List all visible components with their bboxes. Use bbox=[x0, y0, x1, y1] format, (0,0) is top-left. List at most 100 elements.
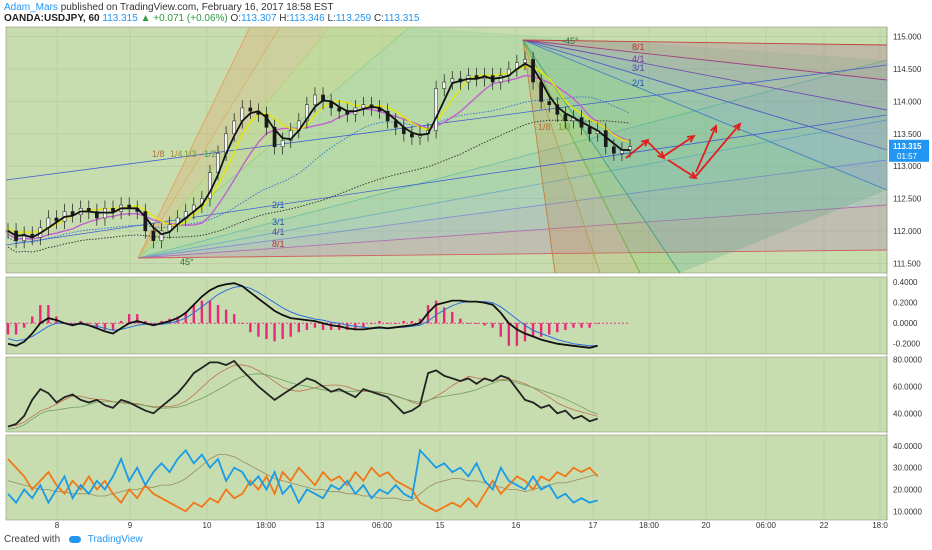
macd-histogram-bar bbox=[418, 318, 422, 324]
rsi-tick-label: 80.0000 bbox=[893, 356, 922, 365]
gann-label-right: 4/1 bbox=[632, 54, 645, 64]
rsi-tick-label: 60.0000 bbox=[893, 382, 922, 391]
macd-histogram-bar bbox=[313, 323, 317, 328]
macd-histogram-bar bbox=[475, 323, 478, 324]
macd-histogram-bar bbox=[289, 323, 292, 337]
macd-histogram-bar bbox=[523, 323, 527, 342]
forecast-arrowhead bbox=[710, 124, 718, 134]
minus-di-line bbox=[7, 458, 599, 513]
macd-histogram-bar bbox=[507, 323, 511, 346]
price-tick-label: 113.000 bbox=[893, 162, 922, 171]
macd-histogram-bar bbox=[556, 323, 559, 333]
candle-body bbox=[450, 78, 455, 83]
open-label: O: bbox=[230, 13, 242, 24]
dmi-tick-label: 40.0000 bbox=[893, 442, 922, 451]
price-tick-label: 115.000 bbox=[893, 33, 922, 42]
candle-body bbox=[385, 110, 390, 122]
candle-body bbox=[288, 130, 293, 141]
macd-histogram-bar bbox=[79, 320, 82, 324]
gann-label-left: 1/4 bbox=[170, 149, 183, 159]
macd-tick-label: 0.2000 bbox=[893, 299, 918, 308]
symbol-label: OANDA:USDJPY, 60 bbox=[4, 13, 100, 24]
close-label: C: bbox=[374, 13, 384, 24]
macd-histogram-bar bbox=[39, 305, 42, 324]
gann-fan-right-line bbox=[522, 39, 888, 151]
candle-body bbox=[70, 211, 75, 215]
macd-histogram-bar bbox=[281, 323, 284, 340]
macd-histogram-bar bbox=[362, 323, 365, 328]
macd-histogram-bar bbox=[321, 323, 325, 330]
gann-fan-right-line bbox=[522, 39, 641, 274]
high-value: 113.346 bbox=[289, 13, 325, 24]
candle-body bbox=[434, 88, 438, 131]
close-value: 113.315 bbox=[384, 13, 420, 24]
candle-body bbox=[313, 94, 317, 105]
gann-label-left: 2/1 bbox=[272, 200, 285, 210]
macd-histogram-bar bbox=[31, 316, 34, 324]
forecast-arrowhead bbox=[733, 122, 742, 132]
dmi-tick-label: 30.0000 bbox=[893, 464, 922, 473]
gann-label-left: 4/1 bbox=[272, 227, 285, 237]
gann-label-right: 2/1 bbox=[632, 78, 645, 88]
macd-signal-line bbox=[7, 285, 598, 347]
price-tick-label: 111.500 bbox=[893, 259, 921, 268]
macd-histogram-bar bbox=[515, 323, 519, 346]
low-label: L: bbox=[327, 13, 336, 24]
gann-fan-left-line bbox=[137, 249, 888, 259]
x-tick-label: 17 bbox=[589, 521, 598, 530]
x-tick-label: 16 bbox=[512, 521, 521, 530]
price-change: +0.071 (+0.06%) bbox=[153, 13, 228, 24]
candle-body bbox=[208, 172, 212, 199]
macd-histogram-bar bbox=[87, 323, 90, 324]
candle-body bbox=[111, 208, 115, 212]
gann-fan-left-line bbox=[137, 26, 281, 259]
forecast-arrow-shaft bbox=[663, 135, 695, 157]
x-tick-label: 06:00 bbox=[372, 521, 393, 530]
macd-histogram-bar bbox=[160, 320, 163, 324]
forecast-arrowhead bbox=[640, 138, 650, 147]
candle-body bbox=[305, 104, 309, 122]
macd-histogram-bar bbox=[208, 300, 212, 324]
panel-bg-3 bbox=[5, 434, 888, 521]
macd-histogram-bar bbox=[539, 323, 543, 337]
candle-body bbox=[611, 146, 616, 154]
tradingview-link[interactable]: TradingView bbox=[87, 534, 143, 545]
macd-histogram-bar bbox=[224, 309, 228, 324]
macd-histogram-bar bbox=[257, 323, 260, 337]
forecast-arrowhead bbox=[657, 151, 666, 160]
macd-histogram-bar bbox=[192, 305, 195, 324]
gann-label-right: 3/1 bbox=[632, 63, 645, 73]
macd-histogram-bar bbox=[111, 323, 115, 330]
candle-body bbox=[563, 114, 568, 122]
gann-fan-right-band bbox=[523, 40, 887, 273]
rsi-line bbox=[7, 359, 598, 428]
forecast-arrow-shaft bbox=[695, 123, 741, 177]
macd-histogram-bar bbox=[249, 323, 252, 333]
gann-fan-left-line bbox=[137, 119, 888, 259]
macd-histogram-bar bbox=[410, 320, 414, 324]
gann-fan-right-line bbox=[522, 39, 556, 274]
x-tick-label: 8 bbox=[55, 521, 60, 530]
x-tick-label: 22 bbox=[820, 521, 829, 530]
macd-tick-label: 0.4000 bbox=[893, 278, 918, 287]
candle-body bbox=[523, 59, 527, 63]
ma-blue-dotted bbox=[7, 96, 631, 243]
candle-body bbox=[587, 127, 592, 135]
x-tick-label: 18:00 bbox=[639, 521, 660, 530]
candle-body bbox=[272, 127, 277, 148]
candle-body bbox=[547, 101, 552, 105]
gann-label-right: -45° bbox=[562, 36, 579, 46]
candle-body bbox=[555, 104, 560, 115]
macd-histogram-bar bbox=[588, 323, 591, 328]
forecast-arrow-shaft bbox=[667, 159, 697, 179]
x-tick-label: 13 bbox=[316, 521, 325, 530]
author-link[interactable]: Adam_Mars bbox=[4, 2, 58, 13]
macd-tick-label: 0.0000 bbox=[893, 319, 918, 328]
gann-fan-right-line bbox=[522, 39, 888, 111]
macd-histogram-bar bbox=[305, 323, 309, 330]
macd-line bbox=[7, 282, 598, 349]
candle-body bbox=[159, 230, 164, 241]
x-tick-label: 10 bbox=[203, 521, 212, 530]
gann-fan-left-line bbox=[137, 159, 888, 259]
